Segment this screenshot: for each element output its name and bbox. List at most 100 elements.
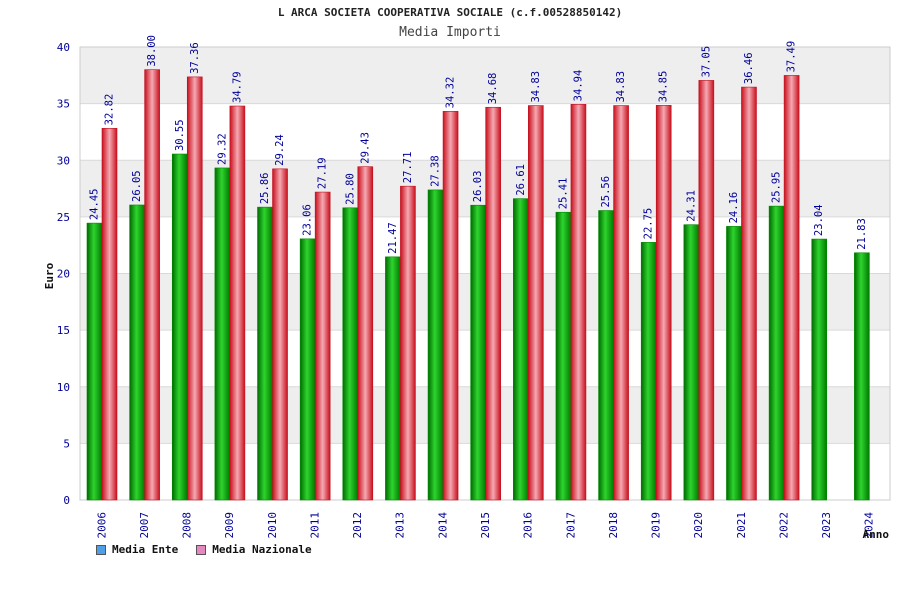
- bar: [171, 153, 188, 501]
- bar: [272, 168, 288, 501]
- y-tick-label: 25: [57, 211, 70, 224]
- chart-subtitle: Media Importi: [399, 25, 501, 40]
- data-label: 24.45: [89, 188, 101, 220]
- data-label: 30.55: [174, 119, 186, 151]
- bar: [186, 76, 203, 501]
- x-tick-label: 2023: [820, 512, 833, 539]
- x-tick-label: 2024: [863, 512, 876, 539]
- bars: [86, 69, 870, 501]
- bar: [357, 166, 374, 501]
- bar: [698, 80, 715, 501]
- bar: [229, 105, 246, 501]
- y-tick-label: 0: [63, 494, 70, 507]
- legend: Media Ente Media Nazionale: [96, 543, 312, 556]
- bar: [442, 111, 459, 501]
- x-tick-label: 2020: [692, 512, 705, 539]
- data-label: 23.04: [813, 204, 825, 236]
- legend-label-nazionale: Media Nazionale: [212, 543, 312, 556]
- bar: [854, 252, 870, 501]
- chart-title: L ARCA SOCIETA COOPERATIVA SOCIALE (c.f.…: [277, 6, 623, 19]
- data-label: 27.71: [402, 152, 414, 184]
- bar: [485, 106, 501, 501]
- data-label: 37.49: [786, 41, 798, 73]
- bar: [655, 105, 672, 501]
- x-tick-label: 2010: [266, 512, 279, 539]
- data-label: 23.06: [302, 204, 314, 236]
- x-tick-label: 2008: [181, 512, 194, 539]
- x-tick-label: 2013: [394, 512, 407, 539]
- data-label: 26.05: [131, 170, 143, 202]
- y-tick-label: 30: [57, 154, 70, 167]
- data-label: 27.38: [430, 155, 442, 187]
- x-tick-label: 2015: [479, 512, 492, 539]
- bar: [385, 256, 401, 501]
- bar: [513, 198, 529, 501]
- x-tick-label: 2021: [735, 512, 748, 539]
- legend-swatch-nazionale: [196, 544, 207, 555]
- data-label: 37.05: [700, 46, 712, 78]
- bar: [811, 238, 828, 501]
- x-tick-label: 2014: [436, 512, 449, 539]
- data-label: 22.75: [643, 208, 655, 240]
- x-tick-label: 2022: [777, 512, 790, 539]
- y-tick-label: 15: [57, 324, 70, 337]
- data-label: 34.94: [572, 70, 584, 102]
- data-label: 25.80: [344, 173, 356, 205]
- data-label: 32.82: [104, 94, 116, 126]
- y-tick-label: 10: [57, 381, 70, 394]
- data-label: 21.83: [856, 218, 868, 250]
- bar: [570, 104, 587, 501]
- data-label: 34.32: [445, 77, 457, 109]
- bar: [86, 222, 103, 501]
- data-label: 29.32: [216, 133, 228, 165]
- bar: [598, 210, 614, 501]
- bar: [640, 242, 657, 501]
- x-tick-label: 2009: [223, 512, 236, 539]
- y-axis-label: Euro: [43, 262, 56, 289]
- bar: [129, 204, 145, 501]
- data-label: 34.85: [658, 71, 670, 103]
- data-label: 27.19: [317, 157, 329, 189]
- bar: [257, 206, 273, 501]
- bar: [741, 86, 757, 501]
- data-label: 34.83: [615, 71, 627, 103]
- bar: [342, 207, 359, 501]
- y-tick-label: 5: [63, 437, 70, 450]
- bar: [400, 185, 416, 501]
- data-label: 36.46: [743, 52, 755, 84]
- y-axis: 0 5 10 15 20 25 30 35 40: [57, 41, 70, 507]
- x-tick-label: 2019: [650, 512, 663, 539]
- data-label: 25.86: [259, 173, 271, 205]
- legend-label-ente: Media Ente: [112, 543, 179, 556]
- data-label: 38.00: [146, 35, 158, 67]
- bar: [427, 189, 444, 501]
- legend-item-nazionale: Media Nazionale: [196, 543, 312, 556]
- legend-item-ente: Media Ente: [96, 543, 178, 556]
- data-label: 34.68: [487, 73, 499, 105]
- bar: [613, 105, 629, 501]
- data-label: 25.56: [600, 176, 612, 208]
- x-axis: 2006 2007 2008 2009 2010 2011 2012 2013 2014 2015…: [95, 512, 875, 539]
- bar: [470, 204, 486, 501]
- bar: [783, 75, 800, 501]
- data-label: 26.03: [472, 171, 484, 203]
- y-tick-label: 40: [57, 41, 70, 54]
- data-label: 34.79: [231, 71, 243, 103]
- x-tick-label: 2007: [138, 512, 151, 539]
- y-tick-label: 35: [57, 98, 70, 111]
- y-tick-label: 20: [57, 268, 70, 281]
- bar: [214, 167, 231, 501]
- x-tick-label: 2016: [522, 512, 535, 539]
- bar: [101, 128, 118, 501]
- data-label: 24.31: [685, 190, 697, 222]
- x-axis-label: Anno: [863, 528, 890, 541]
- data-label: 25.95: [771, 172, 783, 204]
- bar: [314, 191, 331, 501]
- bar: [144, 69, 160, 501]
- x-tick-label: 2017: [564, 512, 577, 539]
- bar: [299, 238, 316, 501]
- data-label: 25.41: [557, 178, 569, 210]
- data-label: 29.24: [274, 134, 286, 166]
- x-tick-label: 2006: [95, 512, 108, 539]
